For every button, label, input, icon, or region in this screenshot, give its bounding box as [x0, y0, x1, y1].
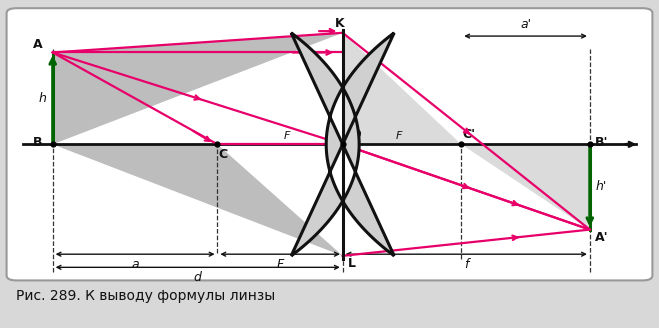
Text: L: L — [348, 257, 356, 271]
Text: B': B' — [595, 136, 608, 149]
Polygon shape — [461, 144, 590, 230]
Text: d: d — [194, 271, 202, 284]
Text: F: F — [395, 131, 402, 141]
Text: a': a' — [520, 18, 531, 31]
Text: B: B — [34, 136, 43, 149]
Text: Рис. 289. К выводу формулы линзы: Рис. 289. К выводу формулы линзы — [16, 289, 275, 303]
Polygon shape — [291, 33, 394, 256]
Text: K: K — [335, 16, 344, 30]
Polygon shape — [343, 33, 461, 144]
Text: O: O — [351, 128, 361, 141]
Text: C': C' — [463, 128, 476, 141]
Text: a: a — [131, 258, 139, 271]
Text: f: f — [464, 258, 469, 271]
Polygon shape — [53, 144, 343, 256]
Text: h': h' — [595, 180, 606, 194]
FancyBboxPatch shape — [7, 8, 652, 280]
Text: A': A' — [595, 231, 609, 244]
Text: C: C — [219, 148, 228, 161]
Text: A: A — [33, 38, 43, 51]
Text: h: h — [38, 92, 46, 105]
Text: F: F — [283, 131, 290, 141]
Polygon shape — [53, 33, 343, 144]
Text: F: F — [276, 258, 284, 271]
